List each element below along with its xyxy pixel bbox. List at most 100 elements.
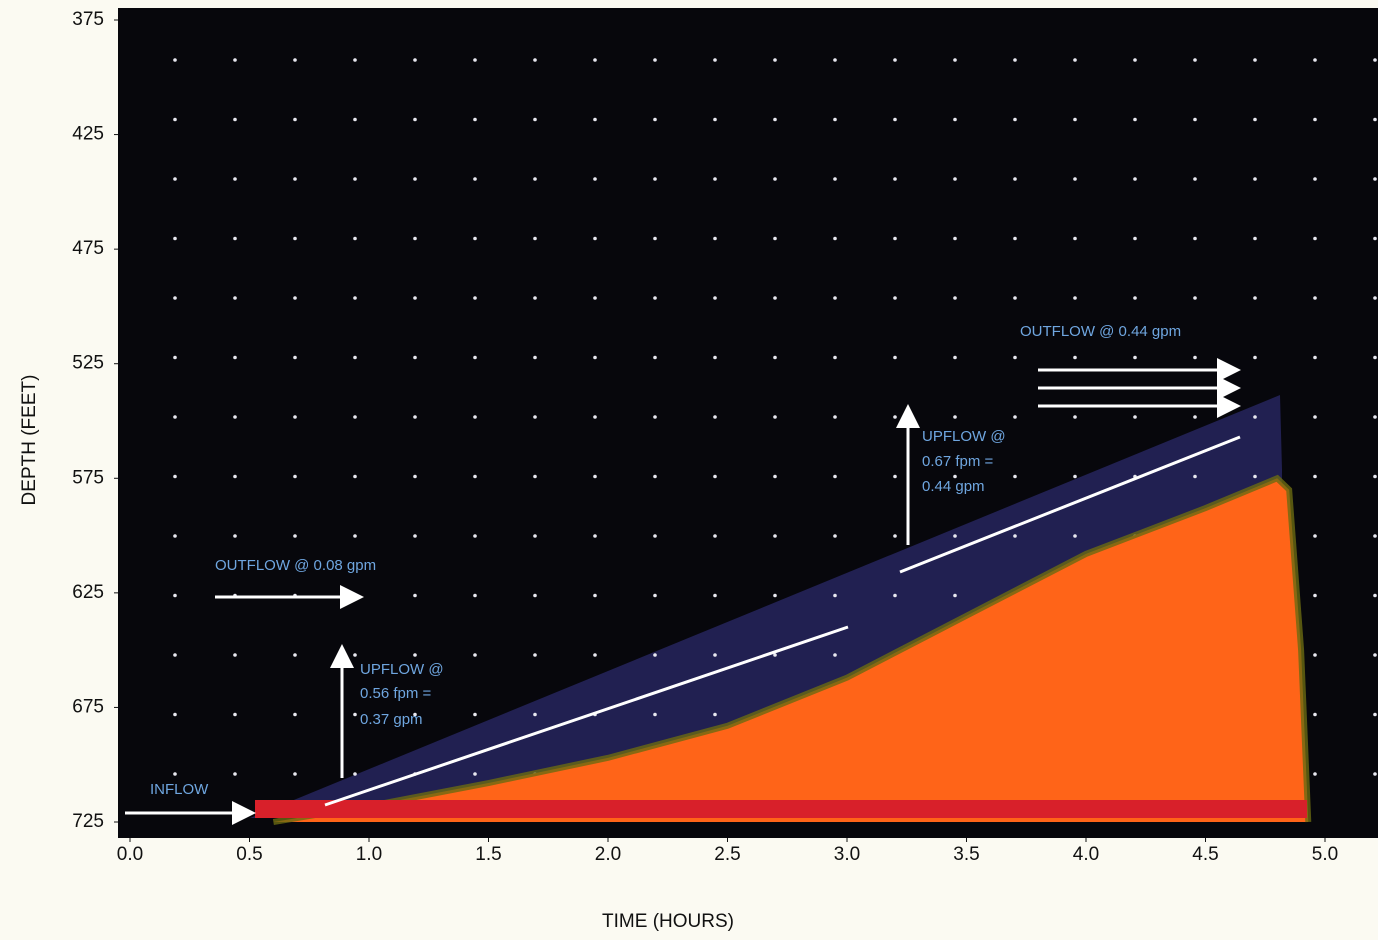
grid-dot (1373, 355, 1377, 360)
grid-dot (293, 772, 297, 776)
grid-dot (1313, 177, 1317, 181)
grid-dot (713, 355, 717, 360)
grid-dot (1013, 355, 1017, 360)
grid-dot (653, 117, 657, 122)
grid-dot (593, 593, 597, 598)
grid-dot (353, 474, 357, 479)
grid-dot (233, 712, 237, 717)
grid-dot (773, 593, 777, 598)
grid-dot (473, 58, 477, 62)
grid-dot (233, 236, 237, 241)
grid-dot (1193, 58, 1197, 62)
grid-dot (533, 117, 537, 122)
annotation: OUTFLOW @ 0.08 gpm (215, 557, 376, 574)
grid-dot (353, 296, 357, 300)
grid-dot (893, 117, 897, 122)
grid-dot (533, 355, 537, 360)
grid-dot (353, 117, 357, 122)
grid-dot (233, 355, 237, 360)
area-edge (272, 474, 1312, 825)
grid-dot (233, 534, 237, 538)
grid-dot (1133, 117, 1137, 122)
grid-dot (773, 355, 777, 360)
grid-dot (953, 355, 957, 360)
grid-dot (713, 653, 717, 657)
grid-dot (413, 355, 417, 360)
grid-dot (173, 117, 177, 122)
y-tick-label: 675 (72, 696, 104, 717)
grid-dot (413, 593, 417, 598)
grid-dot (473, 593, 477, 598)
grid-dot (473, 355, 477, 360)
grid-dot (893, 534, 897, 538)
grid-dot (353, 653, 357, 657)
grid-dot (953, 593, 957, 598)
grid-dot (893, 236, 897, 241)
grid-dot (953, 296, 957, 300)
grid-dot (593, 534, 597, 538)
grid-dot (173, 415, 177, 419)
grid-dot (413, 177, 417, 181)
grid-dot (173, 236, 177, 241)
grid-dot (353, 415, 357, 419)
grid-dot (413, 58, 417, 62)
grid-dot (1193, 236, 1197, 241)
grid-dot (1073, 117, 1077, 122)
grid-dot (293, 474, 297, 479)
grid-dot (353, 712, 357, 717)
grid-dot (413, 534, 417, 538)
grid-dot (893, 593, 897, 598)
grid-dot (233, 296, 237, 300)
grid-dot (1013, 177, 1017, 181)
grid-dot (173, 712, 177, 717)
grid-dot (1313, 58, 1317, 62)
x-tick-label: 4.5 (1192, 844, 1218, 865)
x-axis-title: TIME (HOURS) (602, 911, 734, 932)
grid-dot (1193, 415, 1197, 419)
grid-dot (833, 236, 837, 241)
grid-dot (713, 58, 717, 62)
grid-dot (1373, 296, 1377, 300)
bottom-band (255, 800, 1307, 818)
grid-dot (533, 177, 537, 181)
annotations: INFLOW OUTFLOW @ 0.08 gpm UPFLOW @ 0.56 fpm… (150, 323, 1181, 798)
grid-dot (1373, 712, 1377, 717)
grid-dot (353, 58, 357, 62)
grid-dot (1253, 355, 1257, 360)
annotation: 0.37 gpm (360, 711, 423, 728)
grid-dot (1313, 236, 1317, 241)
grid-dot (713, 593, 717, 598)
grid-dot (1193, 474, 1197, 479)
marks (114, 19, 1326, 842)
y-tick-label: 525 (72, 353, 104, 374)
grid-dot (833, 415, 837, 419)
grid-dot (1313, 117, 1317, 122)
grid-dot (533, 236, 537, 241)
grid-dot (1073, 236, 1077, 241)
grid-dot (593, 474, 597, 479)
grid-dot (293, 653, 297, 657)
y-tick-label: 575 (72, 467, 104, 488)
grid-dot (1013, 58, 1017, 62)
grid-dot (833, 177, 837, 181)
grid-dot (713, 415, 717, 419)
grid-dot (353, 177, 357, 181)
grid-dot (1373, 236, 1377, 241)
grid-dot (1073, 415, 1077, 419)
grid-dot (173, 534, 177, 538)
grid-dot (1313, 712, 1317, 717)
grid-dot (1073, 58, 1077, 62)
grid-dot (1133, 415, 1137, 419)
grid-dot (593, 58, 597, 62)
grid-dot (1193, 355, 1197, 360)
grid-dot (713, 117, 717, 122)
grid-dot (653, 534, 657, 538)
grid-dot (413, 296, 417, 300)
annotation: 0.67 fpm = (922, 453, 994, 470)
grid-dot (1073, 177, 1077, 181)
grid-dot (533, 653, 537, 657)
grid-dot (653, 474, 657, 479)
grid-dot (1133, 296, 1137, 300)
grid-dot (533, 296, 537, 300)
